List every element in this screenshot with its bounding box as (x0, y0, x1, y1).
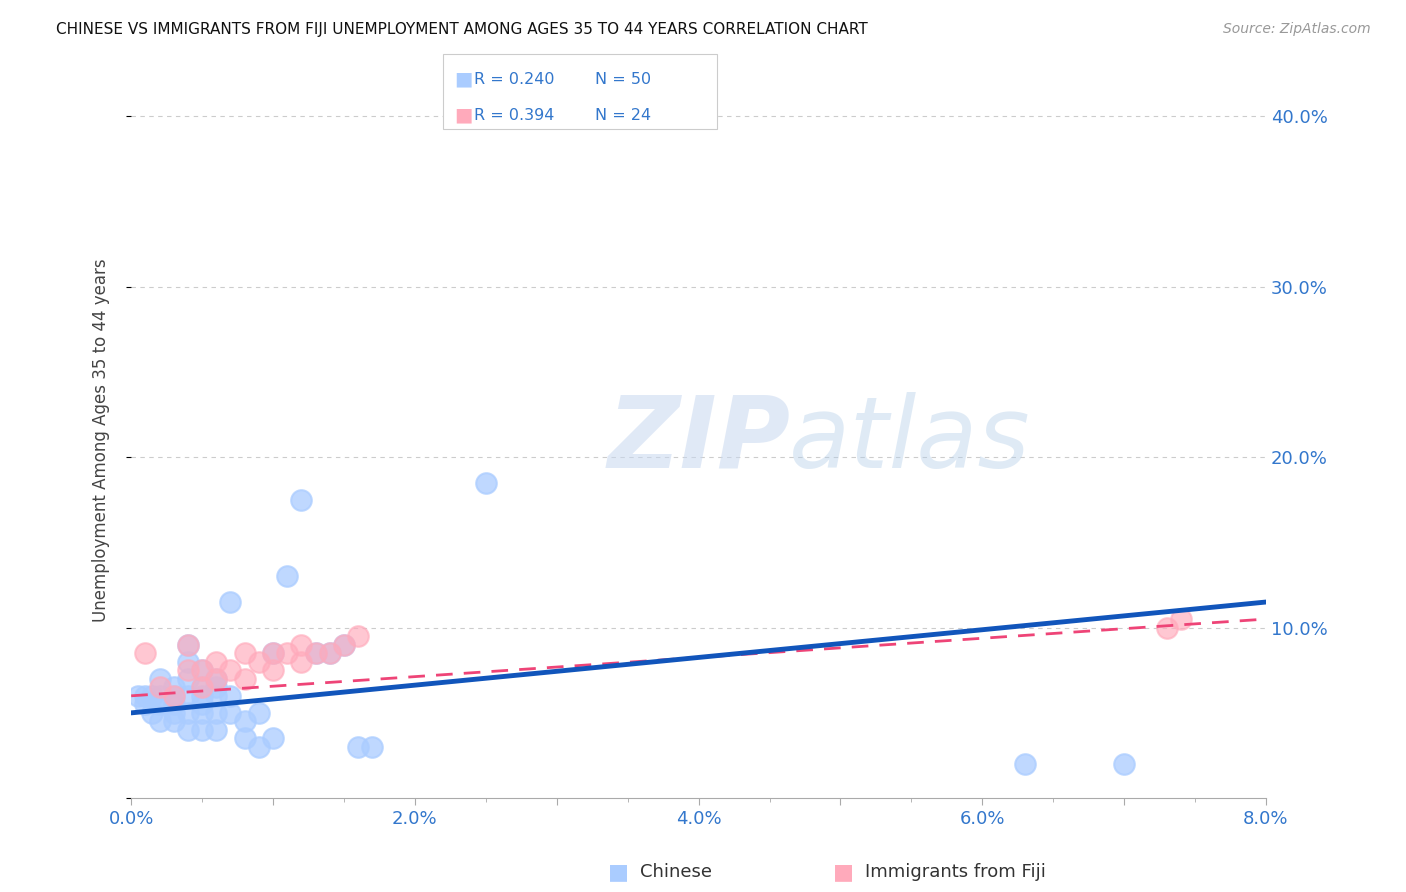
Point (219, 706, 242, 720)
Point (177, 663, 200, 677)
Point (205, 706, 228, 720)
Point (304, 646, 326, 660)
Point (205, 672, 228, 686)
Point (276, 569, 298, 583)
Point (205, 689, 228, 703)
Point (219, 689, 242, 703)
Point (304, 646, 326, 660)
Point (333, 638, 356, 652)
Point (233, 672, 256, 686)
Point (191, 723, 214, 737)
Point (177, 655, 200, 669)
Point (191, 698, 214, 712)
Point (347, 739, 370, 754)
Point (475, 475, 498, 490)
Point (205, 681, 228, 695)
Point (141, 689, 163, 703)
Point (191, 663, 214, 677)
Text: ■: ■ (834, 863, 853, 882)
Point (163, 698, 186, 712)
Point (177, 689, 200, 703)
Point (177, 706, 200, 720)
Point (163, 714, 186, 729)
Point (319, 646, 342, 660)
Point (177, 672, 200, 686)
Point (205, 723, 228, 737)
Point (247, 655, 270, 669)
Point (1156, 621, 1178, 635)
Point (163, 689, 186, 703)
Text: N = 24: N = 24 (595, 108, 651, 122)
Point (177, 638, 200, 652)
Text: N = 50: N = 50 (595, 72, 651, 87)
Point (233, 714, 256, 729)
Point (134, 646, 156, 660)
Point (177, 638, 200, 652)
Point (361, 739, 384, 754)
Text: ■: ■ (609, 863, 628, 882)
Point (163, 689, 186, 703)
Point (333, 638, 356, 652)
Point (247, 706, 270, 720)
Point (191, 663, 214, 677)
Point (191, 681, 214, 695)
Point (290, 655, 312, 669)
Point (148, 689, 170, 703)
Text: Source: ZipAtlas.com: Source: ZipAtlas.com (1223, 22, 1371, 37)
Point (148, 714, 170, 729)
Text: ZIP: ZIP (607, 392, 790, 489)
Point (177, 723, 200, 737)
Point (205, 655, 228, 669)
Text: R = 0.240: R = 0.240 (474, 72, 554, 87)
Text: ■: ■ (454, 70, 472, 89)
Text: R = 0.394: R = 0.394 (474, 108, 554, 122)
Text: Chinese: Chinese (640, 863, 711, 881)
Point (1114, 757, 1136, 772)
Point (163, 681, 186, 695)
Point (127, 689, 149, 703)
Y-axis label: Unemployment Among Ages 35 to 44 years: Unemployment Among Ages 35 to 44 years (93, 258, 110, 622)
Text: CHINESE VS IMMIGRANTS FROM FIJI UNEMPLOYMENT AMONG AGES 35 TO 44 YEARS CORRELATI: CHINESE VS IMMIGRANTS FROM FIJI UNEMPLOY… (56, 22, 868, 37)
Point (1170, 612, 1192, 626)
Point (148, 698, 170, 712)
Point (205, 672, 228, 686)
Point (290, 492, 312, 507)
Point (319, 646, 342, 660)
Point (1014, 757, 1036, 772)
Point (247, 739, 270, 754)
Point (233, 731, 256, 746)
Point (134, 698, 156, 712)
Text: Immigrants from Fiji: Immigrants from Fiji (865, 863, 1046, 881)
Point (191, 706, 214, 720)
Point (219, 595, 242, 609)
Text: ■: ■ (454, 105, 472, 125)
Point (134, 689, 156, 703)
Point (191, 689, 214, 703)
Point (163, 706, 186, 720)
Point (191, 681, 214, 695)
Point (262, 731, 284, 746)
Point (148, 672, 170, 686)
Point (141, 706, 163, 720)
Point (276, 646, 298, 660)
Text: atlas: atlas (789, 392, 1031, 489)
Point (290, 638, 312, 652)
Point (233, 646, 256, 660)
Point (148, 681, 170, 695)
Point (219, 663, 242, 677)
Point (262, 646, 284, 660)
Point (262, 663, 284, 677)
Point (262, 646, 284, 660)
Point (347, 629, 370, 643)
